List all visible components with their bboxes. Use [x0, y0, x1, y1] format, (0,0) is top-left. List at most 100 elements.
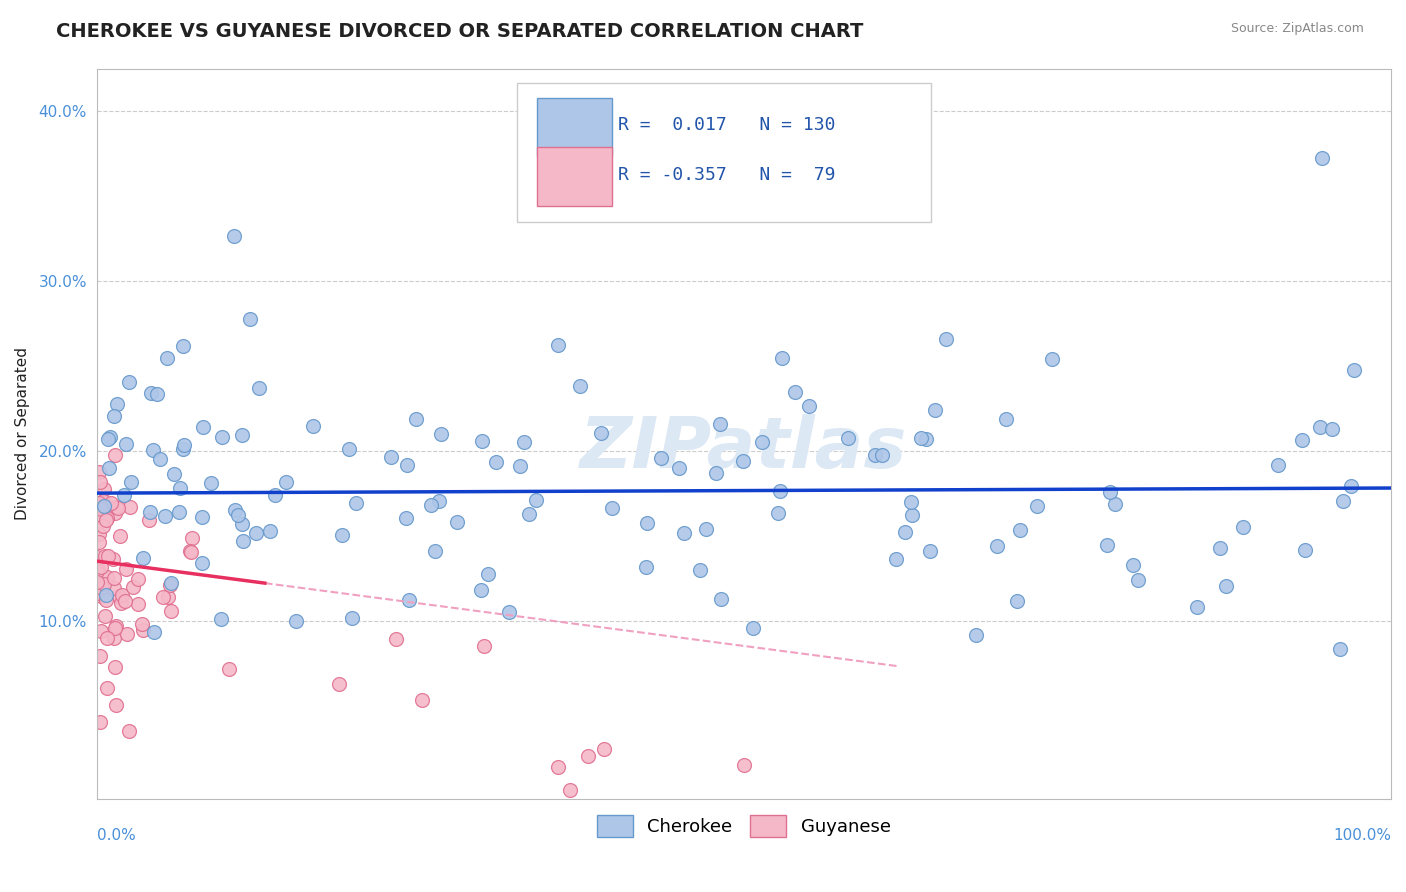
Point: [118, 723, 141, 738]
Point: [837, 431, 859, 445]
Point: [380, 450, 402, 464]
Point: [156, 590, 179, 604]
Point: [285, 614, 308, 628]
Point: [98, 430, 121, 444]
Point: [986, 539, 1008, 553]
Point: [87, 526, 110, 541]
Text: R = -0.357   N =  79: R = -0.357 N = 79: [619, 166, 835, 184]
Point: [385, 632, 408, 646]
Point: [470, 582, 492, 597]
Point: [89, 586, 111, 600]
Point: [153, 509, 176, 524]
Point: [110, 596, 132, 610]
Point: [1098, 485, 1121, 500]
Point: [191, 419, 214, 434]
Point: [901, 508, 924, 522]
Point: [471, 434, 494, 448]
Point: [138, 513, 160, 527]
Point: [103, 506, 125, 520]
Point: [90, 500, 112, 515]
Point: [769, 484, 792, 499]
Point: [1097, 538, 1119, 552]
Point: [89, 715, 111, 730]
Point: [517, 507, 540, 521]
Point: [138, 505, 160, 519]
Point: [96, 510, 118, 524]
Point: [893, 525, 915, 540]
Point: [395, 511, 418, 525]
Point: [344, 496, 367, 510]
Point: [89, 500, 111, 514]
Point: [1042, 352, 1064, 367]
Point: [672, 526, 695, 541]
Point: [1322, 422, 1344, 436]
Point: [337, 442, 360, 457]
Point: [706, 466, 728, 480]
Point: [94, 593, 117, 607]
Point: [259, 524, 281, 538]
Point: [328, 677, 350, 691]
Point: [104, 619, 127, 633]
Point: [97, 461, 120, 475]
FancyBboxPatch shape: [537, 98, 612, 156]
Point: [86, 574, 108, 589]
Point: [97, 432, 120, 446]
Point: [446, 515, 468, 529]
Point: [167, 505, 190, 519]
Point: [190, 557, 212, 571]
Point: [211, 430, 233, 444]
Point: [115, 562, 138, 576]
Point: [103, 631, 125, 645]
Point: [156, 351, 179, 365]
Point: [1232, 520, 1254, 534]
Point: [578, 749, 600, 764]
Text: CHEROKEE VS GUYANESE DIVORCED OR SEPARATED CORRELATION CHART: CHEROKEE VS GUYANESE DIVORCED OR SEPARAT…: [56, 22, 863, 41]
Point: [89, 648, 111, 663]
Point: [180, 545, 202, 559]
Point: [751, 435, 773, 450]
Point: [94, 549, 117, 563]
Point: [94, 588, 117, 602]
Point: [1329, 641, 1351, 656]
Point: [91, 518, 114, 533]
Point: [142, 442, 165, 457]
Point: [87, 562, 110, 576]
Point: [169, 481, 191, 495]
Point: [1267, 458, 1289, 472]
Point: [159, 578, 181, 592]
Point: [97, 549, 120, 563]
Point: [1104, 497, 1126, 511]
Point: [96, 570, 118, 584]
Point: [419, 498, 441, 512]
Point: [89, 496, 111, 510]
Point: [120, 475, 142, 489]
Point: [209, 612, 232, 626]
Point: [173, 438, 195, 452]
Point: [884, 552, 907, 566]
Point: [114, 594, 136, 608]
Point: [910, 431, 932, 445]
Text: 100.0%: 100.0%: [1333, 828, 1391, 843]
FancyBboxPatch shape: [517, 83, 931, 222]
Point: [668, 461, 690, 475]
Point: [524, 493, 547, 508]
Point: [589, 425, 612, 440]
Point: [127, 597, 149, 611]
Point: [96, 631, 118, 645]
Point: [103, 581, 125, 595]
Point: [1126, 573, 1149, 587]
Point: [103, 571, 125, 585]
Point: [132, 551, 155, 566]
Point: [766, 506, 789, 520]
Point: [1343, 363, 1365, 377]
Point: [472, 639, 495, 653]
Point: [160, 604, 183, 618]
Point: [231, 517, 253, 532]
Point: [710, 592, 733, 607]
Point: [163, 467, 186, 481]
Point: [430, 427, 453, 442]
Point: [101, 551, 124, 566]
Point: [1209, 541, 1232, 555]
Point: [330, 528, 353, 542]
Point: [86, 549, 108, 564]
